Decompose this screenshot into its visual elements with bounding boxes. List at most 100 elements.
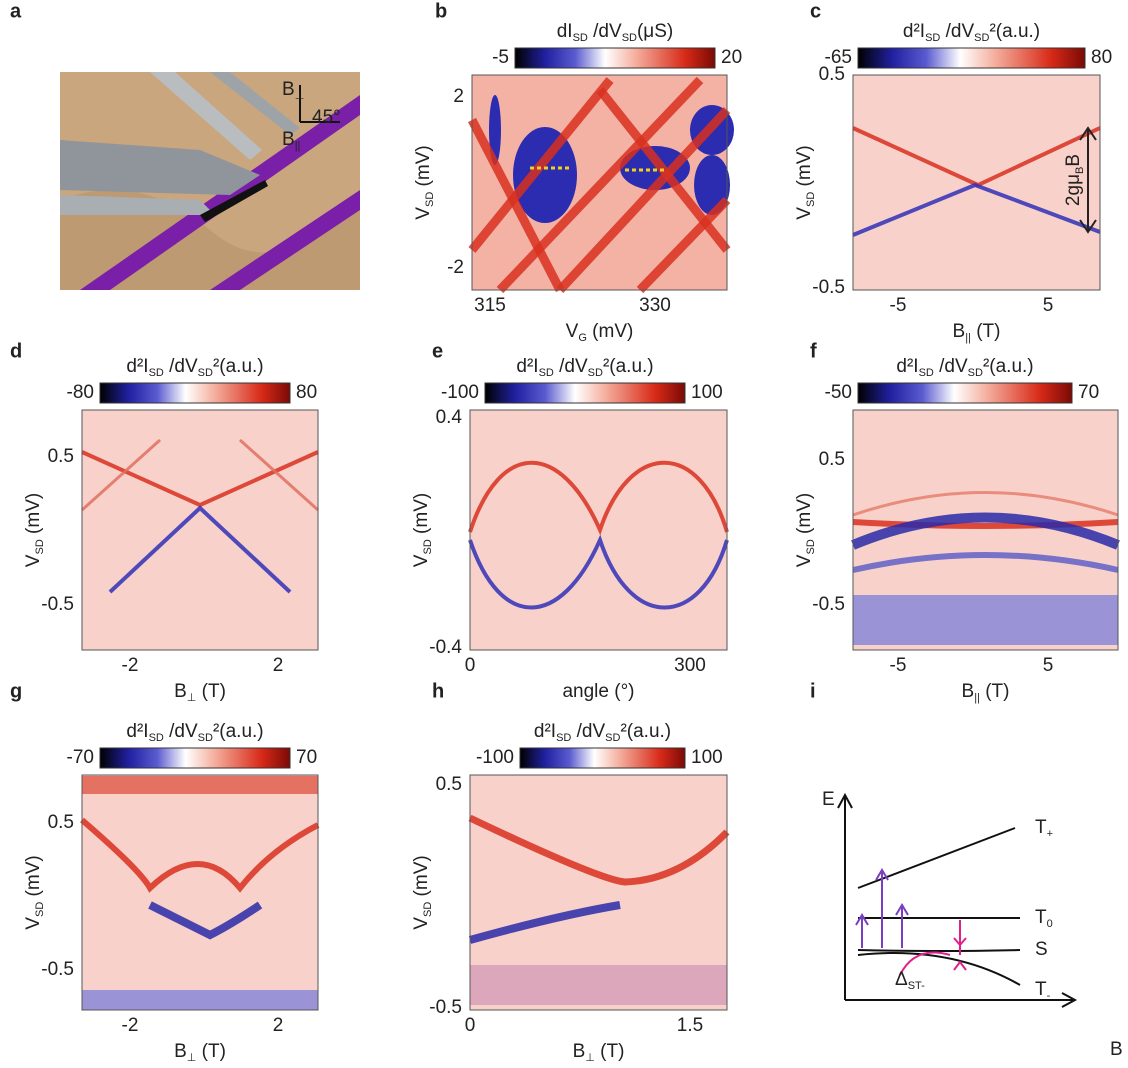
text-part: SD bbox=[805, 192, 817, 207]
text-part: B bbox=[282, 79, 295, 100]
heatmap bbox=[82, 775, 318, 1010]
diagram-label: T0 bbox=[1035, 907, 1053, 930]
x-axis-label: B|| (T) bbox=[962, 681, 1010, 704]
colorbar-title: d²ISD /dVSD²(a.u.) bbox=[126, 356, 263, 379]
text-part: (mV) bbox=[794, 493, 815, 539]
x-tick-label: 300 bbox=[674, 655, 706, 676]
diagram-label: T- bbox=[1035, 979, 1051, 1002]
colorbar-max: 70 bbox=[1078, 382, 1099, 403]
text-part: /dV bbox=[940, 21, 974, 42]
colorbar-min: -70 bbox=[67, 747, 94, 768]
colorbar-max: 20 bbox=[721, 47, 742, 68]
text-part: /dV bbox=[554, 356, 588, 377]
y-tick-label: -0.5 bbox=[41, 959, 74, 980]
figure: aB⊥B||45°bdISD /dVSD(μS)-5202-2315330VG … bbox=[0, 0, 1128, 1068]
y-tick-label: -0.5 bbox=[41, 594, 74, 615]
colorbar bbox=[515, 48, 715, 68]
text-part: ²(a.u.) bbox=[213, 356, 264, 377]
text-part: ⊥ bbox=[585, 1052, 595, 1064]
text-part: SD bbox=[556, 732, 571, 744]
colorbar bbox=[100, 383, 290, 403]
colorbar-max: 70 bbox=[296, 747, 317, 768]
text-part: G bbox=[578, 332, 587, 344]
text-part: d²I bbox=[516, 356, 538, 377]
y-tick-label: 2 bbox=[453, 86, 464, 107]
x-tick-label: 1.5 bbox=[677, 1015, 703, 1036]
text-part: || bbox=[295, 140, 301, 152]
text-part: T bbox=[1035, 907, 1047, 928]
diagram-label: ΔST- bbox=[895, 969, 925, 992]
y-tick-label: 0.5 bbox=[819, 64, 845, 85]
text-part: + bbox=[1047, 828, 1053, 840]
text-part: B bbox=[962, 681, 975, 702]
text-part: V bbox=[23, 554, 44, 567]
x-tick-label: -2 bbox=[122, 655, 139, 676]
text-part: ST- bbox=[908, 980, 925, 992]
y-axis-label: VSD (mV) bbox=[411, 493, 434, 567]
text-part: V bbox=[794, 554, 815, 567]
text-part: d²I bbox=[534, 721, 556, 742]
y-tick-label: 0.5 bbox=[819, 449, 845, 470]
panel-letter: b bbox=[435, 0, 447, 22]
panel-letter: f bbox=[810, 340, 817, 362]
text-part: /dV bbox=[588, 21, 622, 42]
text-part: V bbox=[411, 554, 432, 567]
text-part: B bbox=[573, 1041, 586, 1062]
text-part: d²I bbox=[896, 356, 918, 377]
text-part: SD bbox=[573, 32, 588, 44]
text-part: SD bbox=[805, 539, 817, 554]
text-part: 2gμ bbox=[1063, 174, 1084, 206]
text-part: SD bbox=[424, 192, 436, 207]
text-part: B bbox=[174, 1041, 187, 1062]
y-axis-label: VSD (mV) bbox=[794, 145, 817, 219]
text-part: E bbox=[822, 789, 835, 810]
panel-letter: i bbox=[810, 680, 816, 702]
colorbar-min: -100 bbox=[441, 382, 479, 403]
x-tick-label: 330 bbox=[639, 295, 671, 316]
x-axis-label: B⊥ (T) bbox=[573, 1041, 625, 1064]
text-part: SD bbox=[605, 732, 620, 744]
x-tick-label: 0 bbox=[465, 655, 476, 676]
y-axis-label: VSD (mV) bbox=[794, 493, 817, 567]
colorbar bbox=[858, 48, 1085, 68]
diagram-label: T+ bbox=[1035, 817, 1053, 840]
device-render bbox=[60, 72, 360, 290]
text-part: SD bbox=[198, 732, 213, 744]
text-part: V bbox=[794, 207, 815, 220]
text-part: ⊥ bbox=[187, 1052, 197, 1064]
text-part: /dV bbox=[571, 721, 605, 742]
text-part: (mV) bbox=[587, 321, 633, 342]
text-part: (mV) bbox=[23, 855, 44, 901]
text-part: SD bbox=[968, 367, 983, 379]
diagram-label: B bbox=[1110, 1039, 1123, 1060]
text-part: 0 bbox=[1047, 918, 1053, 930]
text-part: B bbox=[1110, 1039, 1123, 1060]
colorbar-max: 100 bbox=[691, 382, 723, 403]
colorbar-min: -80 bbox=[67, 382, 94, 403]
text-part: SD bbox=[925, 32, 940, 44]
text-part: SD bbox=[919, 367, 934, 379]
text-part: SD bbox=[149, 367, 164, 379]
panel-letter: a bbox=[10, 0, 22, 22]
annotation: 2gμBB bbox=[1063, 154, 1086, 206]
colorbar-max: 100 bbox=[691, 747, 723, 768]
colorbar-title: d²ISD /dVSD²(a.u.) bbox=[896, 356, 1033, 379]
colorbar-title: dISD /dVSD(μS) bbox=[557, 21, 674, 44]
diagram-label: S bbox=[1035, 939, 1048, 960]
text-part: dI bbox=[557, 21, 573, 42]
text-part: V bbox=[411, 917, 432, 930]
panel-letter: c bbox=[810, 0, 821, 22]
colorbar-title: d²ISD /dVSD²(a.u.) bbox=[903, 21, 1040, 44]
text-part: - bbox=[1047, 990, 1051, 1002]
text-part: 45° bbox=[312, 107, 341, 128]
text-part: angle (°) bbox=[562, 681, 634, 702]
x-axis-label: B|| (T) bbox=[953, 321, 1001, 344]
text-part: B bbox=[1063, 154, 1084, 167]
colorbar-title: d²ISD /dVSD²(a.u.) bbox=[534, 721, 671, 744]
text-part: (T) bbox=[196, 681, 226, 702]
x-tick-label: 2 bbox=[273, 655, 284, 676]
text-part: /dV bbox=[164, 356, 198, 377]
x-tick-label: 0 bbox=[465, 1015, 476, 1036]
panel-letter: h bbox=[432, 680, 444, 702]
diagram-label: 45° bbox=[312, 107, 341, 128]
